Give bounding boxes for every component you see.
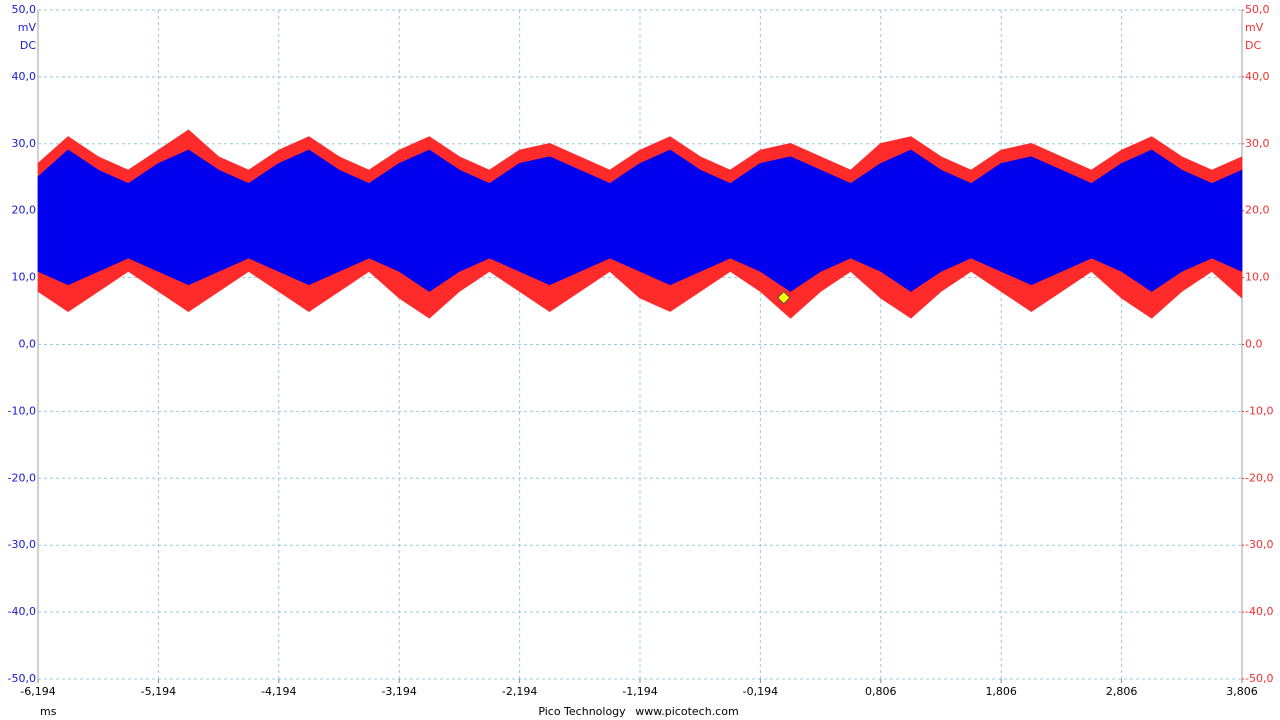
- band-segment: [760, 156, 791, 292]
- x-tick-label: -3,194: [381, 685, 416, 698]
- y2-tick-label: -50,0: [1245, 672, 1273, 685]
- x-tick-label: 1,806: [985, 685, 1017, 698]
- band-segment: [338, 170, 370, 272]
- band-segment: [669, 149, 701, 285]
- trigger-marker: [777, 290, 791, 305]
- y-tick-label: 0,0: [19, 338, 37, 351]
- x-tick-label: 2,806: [1106, 685, 1138, 698]
- band-segment: [308, 149, 340, 285]
- band-segment: [579, 170, 611, 272]
- y2-tick-label: -40,0: [1245, 605, 1273, 618]
- band-segment: [519, 156, 551, 285]
- band-segment: [428, 149, 460, 292]
- footer-url: www.picotech.com: [635, 705, 738, 718]
- band-segment: [880, 150, 912, 292]
- envelope-lower: [37, 256, 1243, 292]
- band-segment: [278, 150, 310, 285]
- y2-tick-label: -30,0: [1245, 538, 1273, 551]
- band-segment: [459, 170, 490, 272]
- band-segment: [699, 170, 731, 272]
- band-segment: [1211, 170, 1243, 272]
- y-coupling: DC: [20, 39, 36, 52]
- y-tick-label: 40,0: [12, 70, 37, 83]
- envelope-lower: [37, 269, 1243, 319]
- y-tick-label: -50,0: [8, 672, 36, 685]
- y2-unit: mV: [1245, 21, 1264, 34]
- y-tick-label: 50,0: [12, 3, 37, 16]
- y-tick-label: -40,0: [8, 605, 36, 618]
- y-tick-label: -30,0: [8, 538, 36, 551]
- band-segment: [910, 149, 942, 292]
- y-tick-label: -20,0: [8, 471, 36, 484]
- y-tick-label: 20,0: [12, 204, 37, 217]
- y2-tick-label: 20,0: [1245, 204, 1270, 217]
- y-tick-label: 10,0: [12, 271, 37, 284]
- band-segment: [188, 149, 219, 285]
- y2-tick-label: 50,0: [1245, 3, 1270, 16]
- y2-tick-label: 40,0: [1245, 70, 1270, 83]
- y2-tick-label: -20,0: [1245, 471, 1273, 484]
- y2-coupling: DC: [1245, 39, 1261, 52]
- band-segment: [398, 150, 430, 292]
- band-segment: [940, 170, 972, 272]
- y-tick-label: 30,0: [12, 137, 37, 150]
- y2-tick-label: 10,0: [1245, 271, 1270, 284]
- x-tick-label: -0,194: [743, 685, 778, 698]
- y-unit: mV: [18, 21, 37, 34]
- envelope-upper: [37, 129, 1243, 172]
- x-tick-label: -4,194: [261, 685, 296, 698]
- x-tick-label: -6,194: [20, 685, 55, 698]
- band-segment: [1061, 170, 1092, 272]
- y2-tick-label: -10,0: [1245, 404, 1273, 417]
- x-unit: ms: [40, 705, 57, 718]
- band-segment: [158, 150, 189, 285]
- x-tick-label: 0,806: [865, 685, 897, 698]
- band-segment: [1000, 156, 1032, 285]
- band-segment: [1031, 156, 1062, 285]
- band-segment: [820, 170, 852, 272]
- band-segment: [218, 170, 249, 272]
- y2-tick-label: 30,0: [1245, 137, 1270, 150]
- x-tick-label: -5,194: [141, 685, 176, 698]
- band-segment: [549, 156, 581, 285]
- band-segment: [1121, 150, 1152, 292]
- band-segment: [1181, 170, 1213, 272]
- envelope-upper: [37, 149, 1243, 185]
- band-segment: [790, 156, 821, 292]
- band-segment: [639, 150, 671, 285]
- band-segment: [97, 170, 129, 272]
- x-tick-label: -2,194: [502, 685, 537, 698]
- band-segment: [1151, 149, 1183, 292]
- y2-tick-label: 0,0: [1245, 338, 1263, 351]
- band-segment: [67, 149, 99, 285]
- y-tick-label: -10,0: [8, 404, 36, 417]
- x-tick-label: -1,194: [622, 685, 657, 698]
- footer-brand: Pico Technology: [538, 705, 626, 718]
- x-tick-label: 3,806: [1226, 685, 1258, 698]
